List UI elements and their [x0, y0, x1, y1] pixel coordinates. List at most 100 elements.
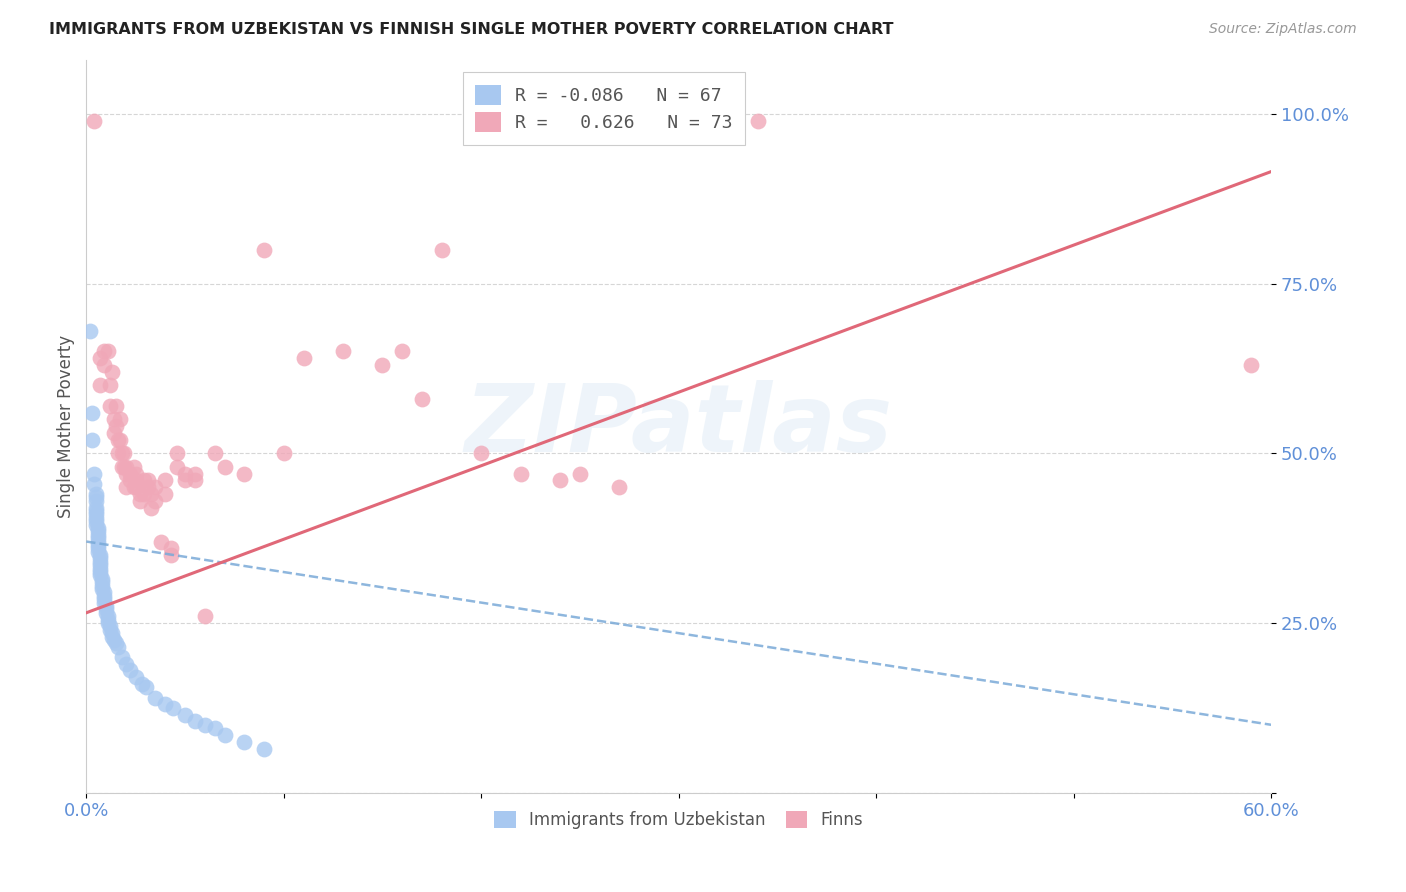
Point [107, 433, 129, 447]
Point [292, 351, 315, 366]
Point [124, 474, 146, 488]
Text: Source: ZipAtlas.com: Source: ZipAtlas.com [1209, 22, 1357, 37]
Point [135, 681, 157, 695]
Point [128, 493, 150, 508]
Point [253, 243, 276, 257]
Point [132, 474, 155, 488]
Point [84, 487, 107, 501]
Point [82, 406, 104, 420]
Point [107, 446, 129, 460]
Point [94, 606, 117, 620]
Point [89, 548, 111, 562]
Point [87, 524, 110, 539]
Point [87, 541, 110, 556]
Point [97, 344, 120, 359]
Point [108, 412, 131, 426]
Point [87, 521, 110, 535]
Point [155, 474, 177, 488]
Point [98, 399, 121, 413]
Point [97, 613, 120, 627]
Point [174, 467, 197, 481]
Point [87, 538, 110, 552]
Point [214, 728, 236, 742]
Point [747, 113, 769, 128]
Point [548, 474, 571, 488]
Point [124, 670, 146, 684]
Point [84, 504, 107, 518]
Point [98, 378, 121, 392]
Point [509, 467, 531, 481]
Point [112, 459, 135, 474]
Point [103, 412, 125, 426]
Point [184, 467, 207, 481]
Point [93, 596, 115, 610]
Point [470, 446, 492, 460]
Point [89, 551, 111, 566]
Point [145, 690, 167, 705]
Point [118, 664, 141, 678]
Point [568, 467, 591, 481]
Point [98, 623, 121, 637]
Point [104, 419, 127, 434]
Point [97, 615, 120, 630]
Point [84, 514, 107, 528]
Point [114, 467, 136, 481]
Point [371, 358, 394, 372]
Point [136, 474, 159, 488]
Point [155, 698, 177, 712]
Point [411, 392, 433, 406]
Point [93, 592, 115, 607]
Point [84, 493, 107, 508]
Point [111, 446, 134, 460]
Point [114, 657, 136, 671]
Point [155, 487, 177, 501]
Point [145, 493, 167, 508]
Point [145, 480, 167, 494]
Point [89, 555, 111, 569]
Point [87, 527, 110, 541]
Point [132, 487, 155, 501]
Point [160, 548, 183, 562]
Point [82, 433, 104, 447]
Point [91, 582, 114, 596]
Point [104, 399, 127, 413]
Point [174, 707, 197, 722]
Point [184, 714, 207, 729]
Point [97, 609, 120, 624]
Point [124, 480, 146, 494]
Point [89, 558, 111, 573]
Point [91, 579, 114, 593]
Point [89, 562, 111, 576]
Point [166, 446, 188, 460]
Point [112, 446, 135, 460]
Point [98, 619, 121, 633]
Point [84, 517, 107, 532]
Point [118, 467, 141, 481]
Point [89, 351, 111, 366]
Point [94, 599, 117, 613]
Text: IMMIGRANTS FROM UZBEKISTAN VS FINNISH SINGLE MOTHER POVERTY CORRELATION CHART: IMMIGRANTS FROM UZBEKISTAN VS FINNISH SI… [49, 22, 894, 37]
Point [104, 636, 127, 650]
Point [87, 531, 110, 545]
Point [273, 446, 295, 460]
Point [83, 467, 105, 481]
Point [204, 721, 226, 735]
Point [122, 480, 145, 494]
Point [101, 365, 124, 379]
Point [430, 243, 453, 257]
Point [174, 474, 197, 488]
Point [160, 541, 183, 556]
Point [131, 677, 153, 691]
Point [111, 649, 134, 664]
Point [141, 500, 163, 515]
Point [214, 459, 236, 474]
Point [89, 565, 111, 579]
Point [103, 425, 125, 440]
Y-axis label: Single Mother Poverty: Single Mother Poverty [58, 334, 75, 517]
Point [101, 630, 124, 644]
Point [184, 474, 207, 488]
Point [91, 575, 114, 590]
Point [150, 534, 173, 549]
Point [136, 480, 159, 494]
Point [87, 534, 110, 549]
